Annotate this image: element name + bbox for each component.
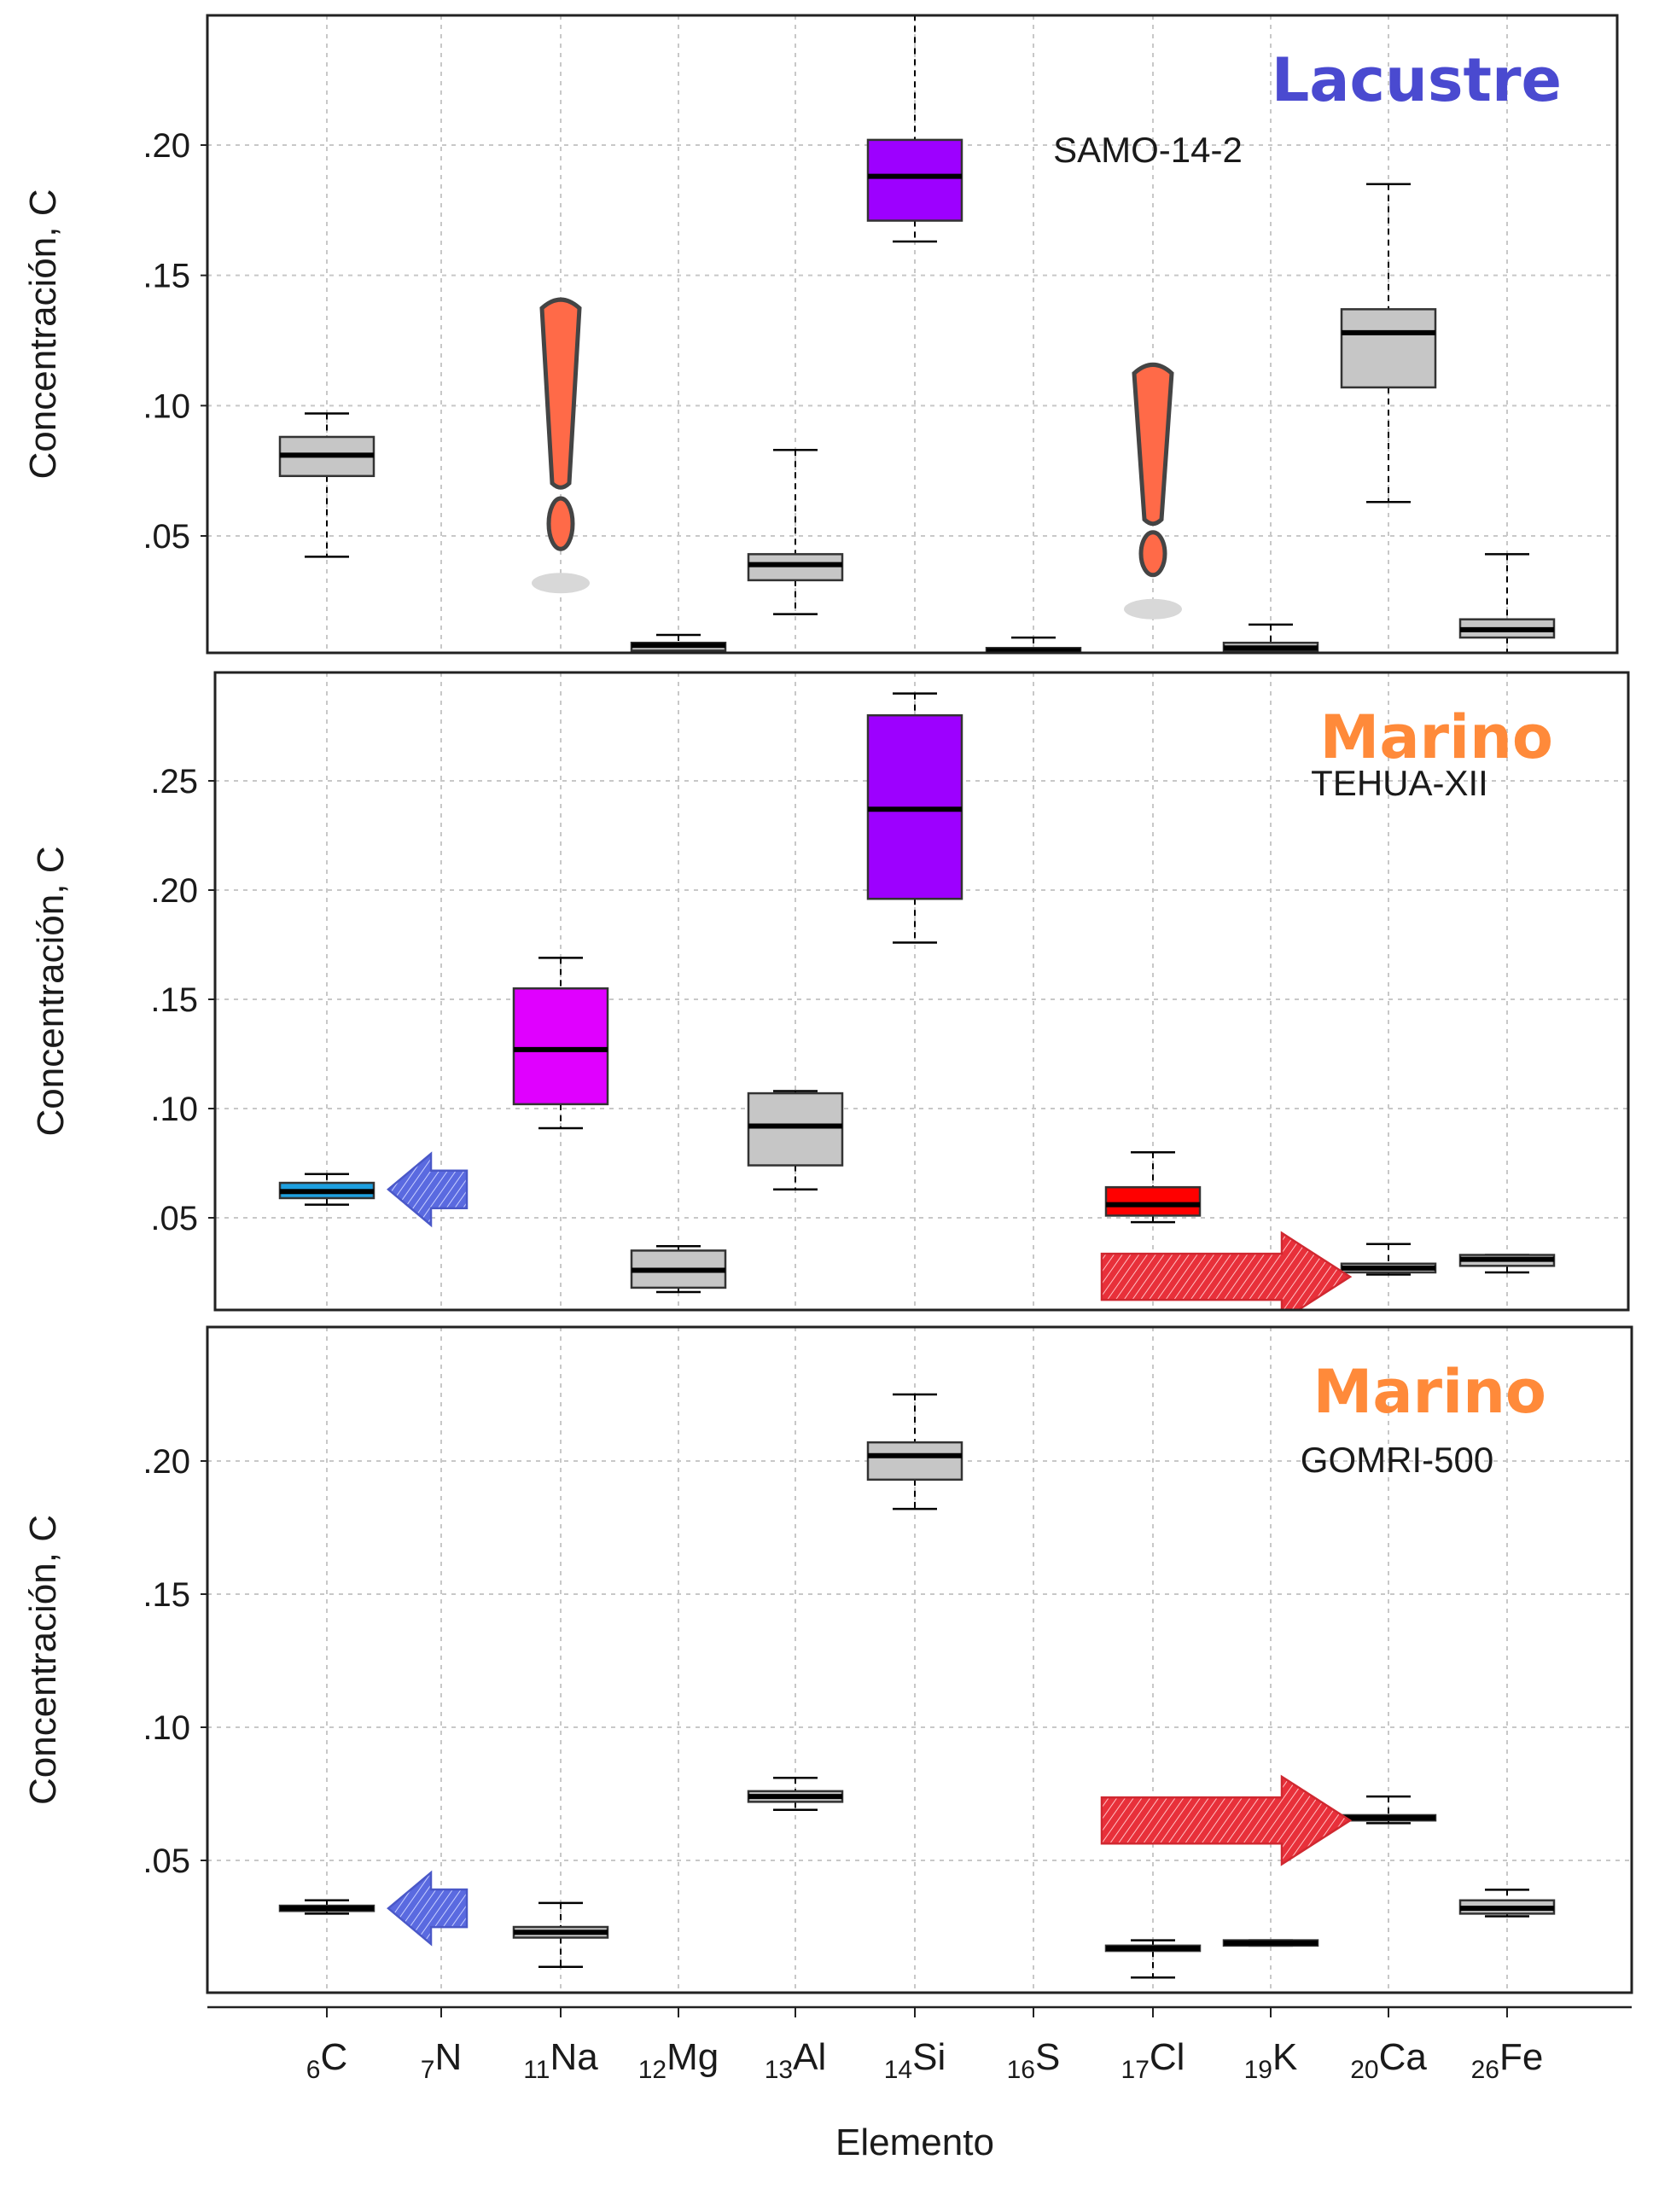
box-iqr	[866, 1441, 963, 1481]
box-C	[278, 1173, 375, 1206]
x-tick-label: 12Mg	[638, 2036, 719, 2084]
box-K	[1222, 623, 1319, 653]
exclamation-dot	[546, 496, 575, 551]
x-tick-label: 11Na	[523, 2036, 598, 2084]
y-axis-label: Concentración, C	[30, 847, 72, 1137]
y-axis-label: Concentración, C	[22, 1515, 64, 1805]
box-Na	[512, 1901, 609, 1969]
exclamation-shadow	[532, 573, 590, 594]
panel-title: Lacustre	[1272, 45, 1562, 115]
y-tick-label: .15	[150, 981, 198, 1019]
panel-frame	[206, 14, 1619, 655]
y-tick-label: .05	[150, 1200, 198, 1237]
box-Cl	[1104, 1939, 1202, 1979]
exclamation-bar	[1132, 362, 1174, 527]
y-tick-label: .10	[143, 387, 190, 425]
exclamation-shadow	[1124, 598, 1182, 620]
box-K	[1222, 1939, 1319, 1947]
blue-arrow-icon	[387, 1151, 469, 1228]
x-tick-label: 13Al	[765, 2036, 827, 2084]
box-Mg	[630, 1245, 727, 1294]
y-tick-label: .05	[143, 1842, 190, 1880]
exclamation-bar	[539, 297, 582, 490]
x-axis-label: Elemento	[835, 2122, 994, 2163]
box-Al	[747, 1090, 844, 1190]
x-tick-label: 6C	[306, 2036, 347, 2084]
sample-label: TEHUA-XII	[1311, 763, 1488, 803]
y-tick-label: .25	[150, 763, 198, 800]
x-tick-label: 19K	[1244, 2036, 1298, 2084]
box-Na	[512, 957, 609, 1130]
box-iqr	[747, 1091, 844, 1167]
box-C	[278, 412, 375, 558]
sample-label: GOMRI-500	[1301, 1440, 1493, 1480]
exclamation-icon-Cl	[1124, 362, 1182, 620]
box-Ca	[1340, 1243, 1437, 1276]
box-iqr	[747, 553, 844, 582]
box-iqr	[1340, 308, 1437, 389]
box-Fe	[1458, 553, 1556, 653]
box-Fe	[1458, 1889, 1556, 1918]
exclamation-icon-Na	[532, 297, 590, 594]
y-tick-label: .20	[150, 872, 198, 910]
box-Si	[866, 692, 963, 944]
box-iqr	[866, 138, 963, 222]
y-tick-label: .15	[143, 1576, 190, 1614]
box-Al	[747, 448, 844, 615]
y-tick-label: .15	[143, 258, 190, 295]
x-tick-label: 26Fe	[1471, 2036, 1544, 2084]
box-Ca	[1340, 1795, 1437, 1825]
x-tick-label: 14Si	[884, 2036, 946, 2084]
box-Si	[866, 15, 963, 243]
chart-panel-2: .05 .10 .15 .20 .25 Concentración, C MarinoTEH…	[30, 671, 1630, 1312]
sample-label: SAMO-14-2	[1053, 130, 1243, 170]
box-Ca	[1340, 183, 1437, 504]
exclamation-dot	[1138, 530, 1167, 578]
y-tick-label: .10	[150, 1091, 198, 1128]
box-iqr	[512, 987, 609, 1106]
y-tick-label: .20	[143, 1443, 190, 1481]
box-Cl	[1104, 1150, 1202, 1224]
x-tick-label: 7N	[421, 2036, 462, 2084]
box-Mg	[630, 633, 727, 653]
box-iqr	[1104, 1185, 1202, 1217]
x-tick-label: 16S	[1007, 2036, 1061, 2084]
red-arrow-icon	[1100, 1231, 1353, 1310]
y-tick-label: .10	[143, 1709, 190, 1747]
box-S	[985, 636, 1082, 653]
x-tick-label: 17Cl	[1121, 2036, 1185, 2084]
y-axis-label: Concentración, C	[22, 189, 64, 480]
blue-arrow-icon	[387, 1870, 469, 1947]
y-tick-label: .20	[143, 127, 190, 165]
x-axis: 6C 7N 11Na 12Mg 13Al 14Si 16S 17Cl 19K 20Ca 26Fe El…	[207, 2005, 1632, 2163]
chart-panel-3: .05 .10 .15 .20 Concentración, C Marino GOMRI-…	[22, 1325, 1633, 1994]
box-C	[278, 1899, 375, 1915]
box-Si	[866, 1393, 963, 1511]
red-arrow-icon	[1100, 1774, 1353, 1866]
x-tick-label: 20Ca	[1350, 2036, 1427, 2084]
box-Al	[747, 1777, 844, 1811]
panel-frame	[206, 1325, 1633, 1994]
chart-panel-1: .05 .10 .15 .20 Concentración, C Lacustre SAMO…	[22, 14, 1619, 655]
panel-title: Marino	[1313, 1357, 1546, 1427]
box-Fe	[1458, 1254, 1556, 1274]
y-tick-label: .05	[143, 518, 190, 556]
panel-frame	[213, 671, 1630, 1312]
panel-title: Marino	[1320, 702, 1553, 772]
